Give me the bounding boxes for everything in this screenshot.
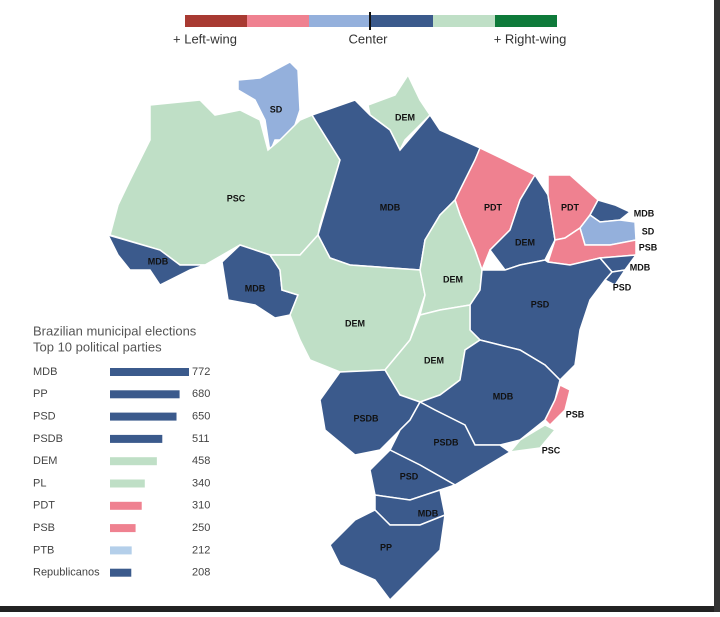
state-label: PDT [484, 202, 503, 212]
chart-subtitle: Top 10 political parties [33, 339, 162, 354]
scale-label: + Right-wing [494, 31, 567, 46]
category-label: PSB [33, 522, 55, 534]
scale-segment [185, 15, 247, 27]
state [106, 233, 206, 286]
scale-label: + Left-wing [173, 31, 237, 46]
bar [110, 390, 180, 399]
category-label: PDT [33, 500, 55, 512]
state-label: MDB [634, 208, 655, 218]
color-scale: + Left-wing Center + Right-wing [173, 12, 566, 46]
state-label: DEM [345, 318, 365, 328]
bottom-edge [0, 606, 720, 612]
state-label: PSB [639, 242, 658, 252]
map: SD DEM PSC MDB MDB MDB DEM PDT DEM DEM PDT MDB SD PSB… [106, 61, 658, 602]
state-label: SD [642, 226, 655, 236]
state-label: PDT [561, 202, 580, 212]
state-label: DEM [424, 355, 444, 365]
bar [110, 568, 132, 577]
category-label: MDB [33, 366, 57, 378]
state [109, 99, 341, 266]
value-label: 212 [192, 544, 210, 556]
state-label: DEM [443, 274, 463, 284]
state-label: PSC [542, 445, 561, 455]
right-edge [714, 0, 720, 612]
scale-segment [247, 15, 309, 27]
value-label: 208 [192, 567, 210, 579]
category-label: DEM [33, 455, 57, 467]
state-label: MDB [418, 508, 439, 518]
state-label: MDB [380, 202, 401, 212]
state-label: PSD [613, 282, 632, 292]
state-label: MDB [148, 256, 169, 266]
category-label: PSDB [33, 433, 63, 445]
state-label: PSB [566, 409, 585, 419]
value-label: 650 [192, 411, 210, 423]
bar [110, 546, 132, 555]
state [508, 424, 557, 453]
state-label: MDB [630, 262, 651, 272]
category-label: PP [33, 388, 48, 400]
bar-chart: MDB 772 PP 680 PSD 650 PSDB 511 DEM 458 PL 340 PDT 31… [33, 366, 210, 579]
scale-label: Center [348, 31, 388, 46]
bar [110, 412, 177, 421]
state-label: PSC [227, 193, 246, 203]
state-label: DEM [515, 237, 535, 247]
scale-segment [309, 15, 371, 27]
scale-segment [433, 15, 495, 27]
value-label: 340 [192, 477, 210, 489]
bar [110, 524, 136, 533]
chart-title: Brazilian municipal elections [33, 323, 197, 338]
value-label: 680 [192, 388, 210, 400]
state-label: PSDB [433, 437, 459, 447]
state [544, 383, 571, 427]
value-label: 310 [192, 500, 210, 512]
state [329, 509, 446, 602]
state-label: DEM [395, 112, 415, 122]
value-label: 511 [192, 433, 210, 445]
category-label: Republicanos [33, 567, 100, 579]
category-label: PSD [33, 411, 56, 423]
state-label: SD [270, 104, 283, 114]
category-label: PTB [33, 544, 54, 556]
value-label: 772 [192, 366, 210, 378]
state [454, 146, 537, 273]
bar [110, 457, 157, 466]
state-label: PSDB [353, 413, 379, 423]
bar [110, 368, 189, 376]
category-label: PL [33, 477, 46, 489]
bar [110, 501, 142, 510]
value-label: 458 [192, 455, 210, 467]
state-label: PP [380, 542, 392, 552]
value-label: 250 [192, 522, 210, 534]
state-label: PSD [531, 299, 550, 309]
bar [110, 479, 145, 488]
state-label: MDB [245, 283, 266, 293]
bar [110, 434, 163, 443]
state-label: MDB [493, 391, 514, 401]
scale-segment [495, 15, 557, 27]
scale-segment [371, 15, 433, 27]
state-label: PSD [400, 471, 419, 481]
